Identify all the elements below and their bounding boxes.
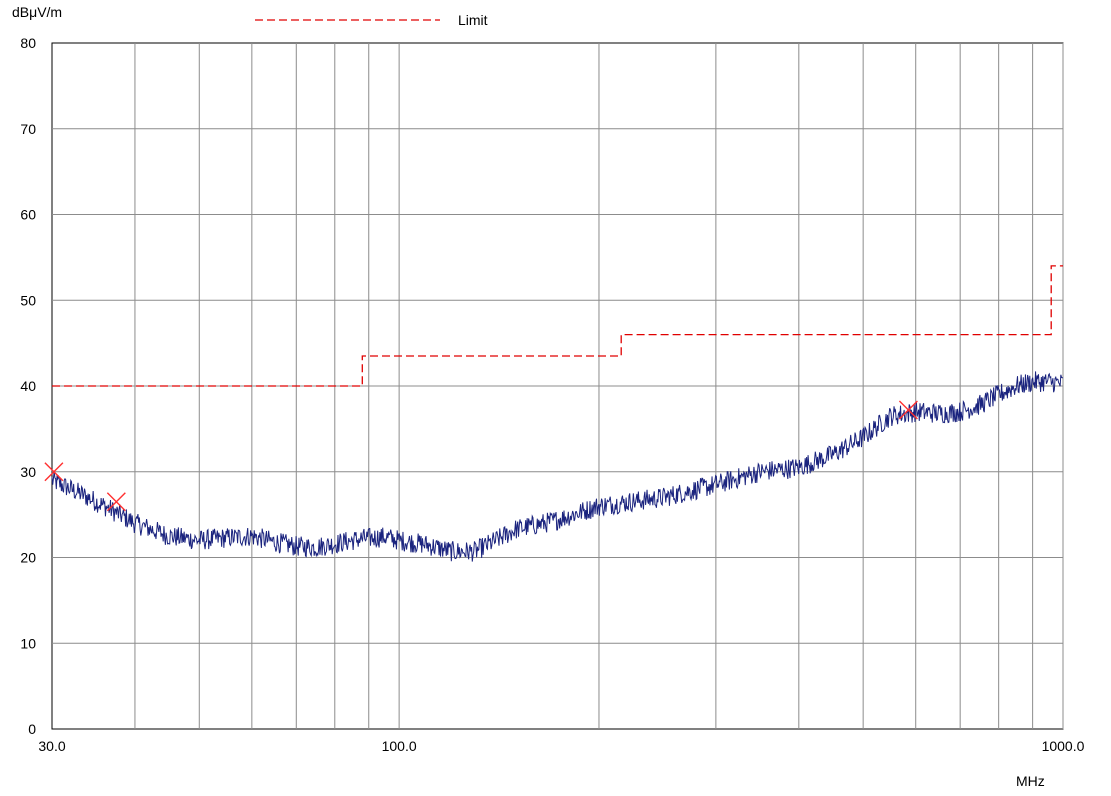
legend-limit-label: Limit (458, 12, 488, 28)
x-tick-label: 100.0 (382, 738, 417, 754)
y-tick-label: 80 (20, 35, 36, 51)
limit-series-line (52, 265, 1063, 387)
x-tick-label: 1000.0 (1042, 738, 1085, 754)
measurement-series-line (51, 371, 1064, 562)
y-tick-label: 40 (20, 378, 36, 394)
y-tick-label: 30 (20, 464, 36, 480)
y-tick-labels: 0 10 20 30 40 50 60 70 80 (20, 35, 36, 737)
y-tick-label: 70 (20, 121, 36, 137)
x-tick-labels: 30.0 100.0 1000.0 (38, 738, 1084, 754)
x-tick-label: 30.0 (38, 738, 65, 754)
y-gridlines (52, 128, 1063, 644)
peak-marker-x (106, 492, 126, 512)
peak-markers (44, 400, 918, 512)
y-tick-label: 50 (20, 292, 36, 308)
y-tick-label: 60 (20, 207, 36, 223)
y-tick-label: 10 (20, 635, 36, 651)
series-layer (51, 265, 1064, 562)
x-axis-unit-label: MHz (1016, 773, 1045, 789)
y-tick-label: 20 (20, 550, 36, 566)
y-tick-label: 0 (28, 721, 36, 737)
peak-marker-x (898, 400, 918, 420)
peak-marker-x (44, 462, 64, 482)
y-axis-unit-label: dBμV/m (12, 4, 62, 20)
